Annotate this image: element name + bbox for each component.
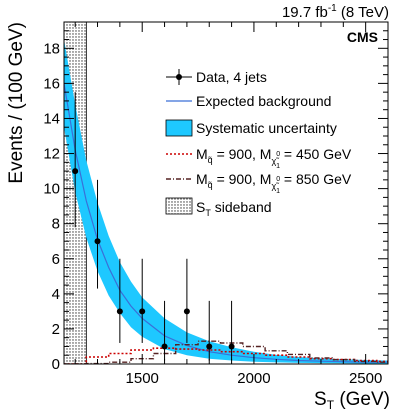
y-tick-label: 2 bbox=[52, 321, 60, 338]
data-point bbox=[183, 258, 190, 343]
y-tick-label: 14 bbox=[43, 110, 60, 127]
y-tick-label: 16 bbox=[43, 75, 60, 92]
legend-signal-850-entry: Mq̃ = 900, Mχ̃0 1 = 850 GeV bbox=[166, 171, 352, 195]
data-point bbox=[139, 258, 146, 343]
data-point bbox=[161, 300, 168, 361]
data-point bbox=[94, 179, 101, 289]
x-tick-label: 1500 bbox=[126, 370, 159, 387]
y-tick-label: 0 bbox=[52, 356, 60, 373]
legend: Data, 4 jets Expected background Systema… bbox=[165, 69, 352, 218]
x-tick-label: 2000 bbox=[237, 370, 270, 387]
data-point bbox=[206, 300, 213, 361]
y-tick-label: 8 bbox=[52, 216, 60, 233]
y-axis-title: Events / (100 GeV) bbox=[6, 22, 27, 184]
legend-data-entry: Data, 4 jets bbox=[166, 69, 267, 85]
lumi-label: 19.7 fb-1 (8 TeV) bbox=[282, 3, 389, 21]
legend-background-label: Expected background bbox=[196, 93, 331, 109]
y-tick-label: 10 bbox=[43, 181, 60, 198]
experiment-label: CMS bbox=[347, 29, 378, 45]
data-point bbox=[116, 258, 123, 343]
y-tick-label: 6 bbox=[52, 251, 60, 268]
legend-signal-450-label: Mq̃ = 900, Mχ̃0 1 = 450 GeV bbox=[196, 146, 352, 170]
plot-frame bbox=[63, 21, 389, 365]
data-point bbox=[228, 300, 235, 361]
legend-sideband-entry: ST sideband bbox=[165, 197, 272, 218]
legend-syst-entry: Systematic uncertainty bbox=[165, 119, 337, 137]
legend-data-label: Data, 4 jets bbox=[196, 69, 267, 85]
plot-area bbox=[64, 22, 388, 364]
legend-signal-450-entry: Mq̃ = 900, Mχ̃0 1 = 450 GeV bbox=[166, 146, 352, 170]
data-point bbox=[72, 92, 79, 228]
x-axis-title: ST (GeV) bbox=[314, 389, 390, 412]
y-tick-label: 18 bbox=[43, 40, 60, 57]
signal-450-histogram bbox=[64, 347, 388, 364]
y-tick-label: 4 bbox=[52, 286, 60, 303]
legend-background-entry: Expected background bbox=[166, 93, 331, 109]
y-tick-label: 12 bbox=[43, 146, 60, 163]
legend-sideband-label: ST sideband bbox=[196, 199, 272, 218]
legend-syst-label: Systematic uncertainty bbox=[196, 120, 337, 136]
y-axis: 0 2 4 6 8 10 12 14 16 18 bbox=[43, 30, 388, 373]
x-tick-label: 2500 bbox=[349, 370, 382, 387]
x-axis: 1500 2000 2500 bbox=[74, 22, 389, 387]
legend-signal-850-label: Mq̃ = 900, Mχ̃0 1 = 850 GeV bbox=[196, 171, 352, 195]
